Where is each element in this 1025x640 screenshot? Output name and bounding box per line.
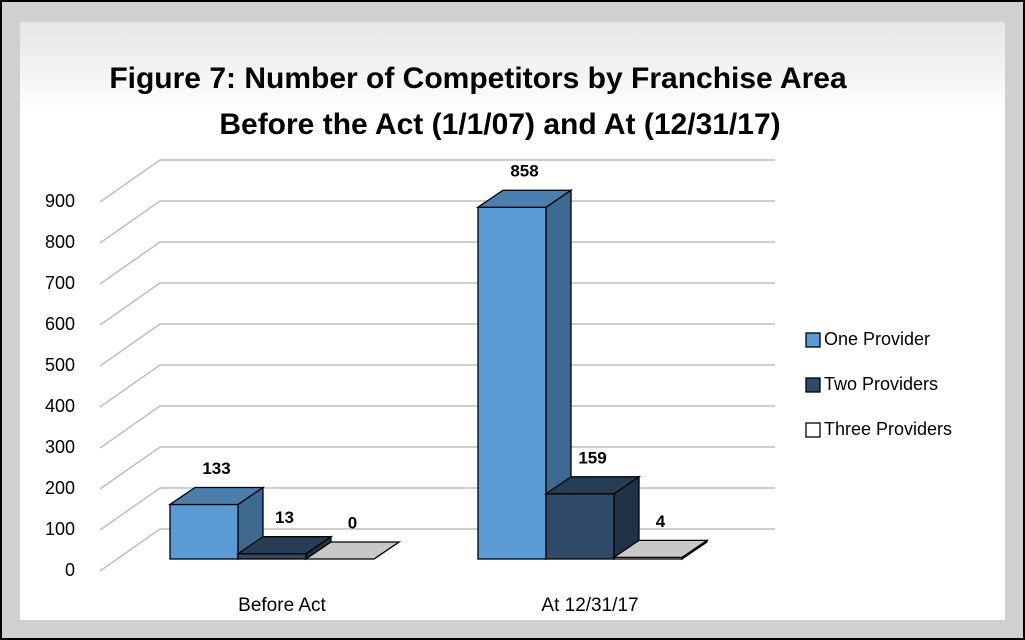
y-tick-label: 900 xyxy=(45,191,75,211)
y-tick-label: 800 xyxy=(45,232,75,252)
y-tick-label: 600 xyxy=(45,314,75,334)
value-label: 0 xyxy=(348,513,357,532)
bar xyxy=(545,493,615,560)
legend-swatch xyxy=(805,422,821,438)
y-tick-label: 400 xyxy=(45,396,75,416)
bar-top xyxy=(475,189,574,208)
y-tick-label: 0 xyxy=(65,560,75,580)
chart-title: Before the Act (1/1/07) and At (12/31/17… xyxy=(219,108,780,141)
bar-top xyxy=(611,539,710,559)
value-label: 159 xyxy=(578,448,606,467)
y-tick-label: 500 xyxy=(45,355,75,375)
bar xyxy=(169,503,239,560)
legend-swatch xyxy=(805,377,821,393)
bar xyxy=(237,553,307,560)
legend-label: Three Providers xyxy=(824,419,952,439)
legend-label: Two Providers xyxy=(824,374,938,394)
bar-top xyxy=(167,486,266,506)
chart-title: Figure 7: Number of Competitors by Franc… xyxy=(109,62,847,95)
y-tick-label: 700 xyxy=(45,273,75,293)
y-tick-label: 100 xyxy=(45,519,75,539)
bar-top xyxy=(303,541,402,560)
value-label: 858 xyxy=(510,162,538,181)
y-tick-label: 200 xyxy=(45,478,75,498)
x-tick-label: At 12/31/17 xyxy=(541,595,638,616)
x-tick-label: Before Act xyxy=(238,595,326,616)
value-label: 133 xyxy=(202,459,230,478)
y-tick-label: 300 xyxy=(45,437,75,457)
bar xyxy=(477,206,547,560)
value-label: 4 xyxy=(656,512,666,531)
grid-line xyxy=(99,159,775,203)
value-label: 13 xyxy=(275,508,294,527)
bar-top xyxy=(235,536,334,555)
legend-label: One Provider xyxy=(824,329,930,349)
bar-top xyxy=(543,476,642,495)
legend-swatch xyxy=(805,332,821,348)
